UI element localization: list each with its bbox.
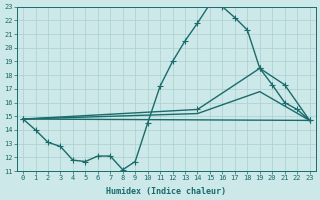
X-axis label: Humidex (Indice chaleur): Humidex (Indice chaleur): [106, 187, 226, 196]
